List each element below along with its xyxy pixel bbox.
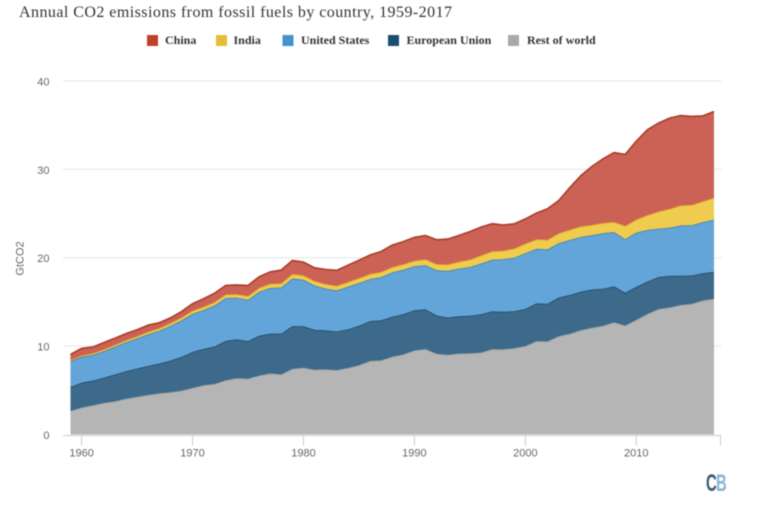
svg-text:C: C [706, 471, 717, 497]
svg-text:GtCO2: GtCO2 [15, 241, 27, 275]
svg-text:30: 30 [37, 165, 49, 177]
svg-text:1970: 1970 [180, 448, 204, 460]
svg-text:India: India [234, 33, 261, 47]
svg-text:20: 20 [37, 253, 49, 265]
svg-text:0: 0 [43, 430, 49, 442]
svg-text:10: 10 [37, 342, 49, 354]
svg-text:Rest of world: Rest of world [527, 33, 596, 47]
svg-text:2010: 2010 [624, 448, 648, 460]
svg-text:1990: 1990 [402, 448, 426, 460]
svg-text:1960: 1960 [69, 448, 93, 460]
svg-text:40: 40 [37, 77, 49, 89]
svg-text:European Union: European Union [407, 33, 492, 47]
svg-text:Annual CO2 emissions from foss: Annual CO2 emissions from fossil fuels b… [19, 4, 452, 21]
svg-text:1980: 1980 [291, 448, 315, 460]
svg-text:B: B [716, 471, 727, 497]
svg-text:2000: 2000 [513, 448, 537, 460]
svg-text:United States: United States [301, 33, 370, 47]
svg-text:China: China [165, 33, 196, 47]
